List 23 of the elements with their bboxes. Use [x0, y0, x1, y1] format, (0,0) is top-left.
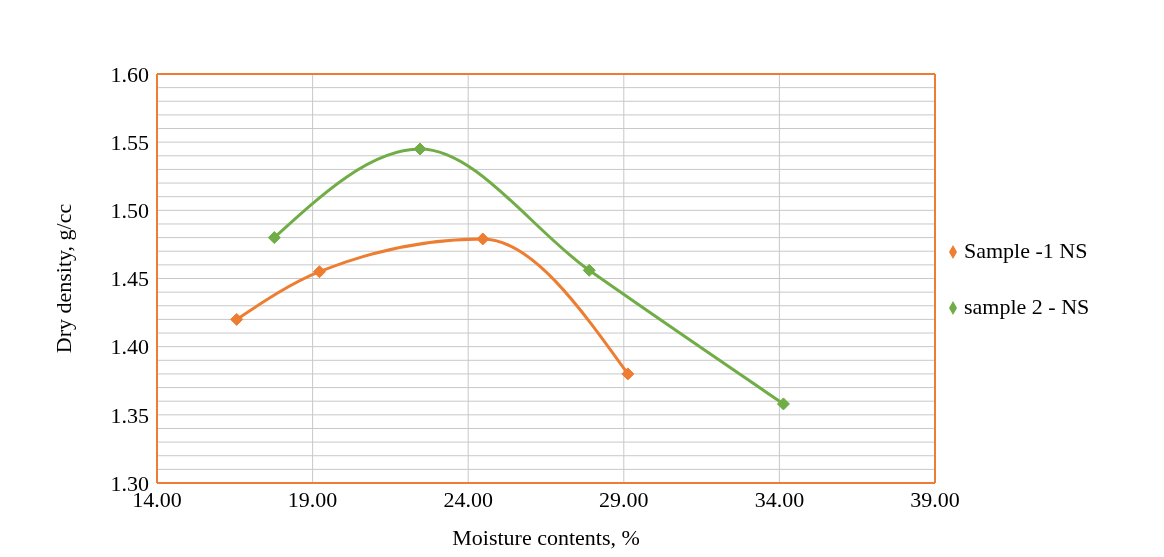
point: [230, 312, 244, 326]
y-tick-label: 1.60: [110, 61, 149, 87]
point: [312, 265, 326, 279]
x-tick-label: 19.00: [287, 486, 338, 512]
point: [582, 263, 596, 277]
point: [776, 397, 790, 411]
x-tick-label: 29.00: [599, 486, 649, 512]
x-axis-title: Moisture contents, %: [452, 525, 640, 550]
x-tick-label: 34.00: [754, 486, 805, 512]
y-tick-label: 1.50: [110, 198, 149, 224]
point: [267, 231, 281, 245]
y-tick-label: 1.55: [110, 129, 149, 155]
y-tick-label: 1.40: [110, 334, 149, 360]
legend-label: Sample -1 NS: [964, 237, 1088, 263]
point: [476, 232, 490, 246]
legend-label: sample 2 - NS: [964, 293, 1090, 319]
y-axis-title: Dry density, g/cc: [50, 203, 76, 354]
point: [413, 142, 427, 156]
y-tick-label: 1.35: [110, 402, 149, 428]
x-tick-label: 39.00: [910, 486, 960, 512]
y-tick-label: 1.45: [110, 266, 149, 292]
point: [621, 367, 635, 381]
x-tick-label: 24.00: [443, 486, 493, 512]
